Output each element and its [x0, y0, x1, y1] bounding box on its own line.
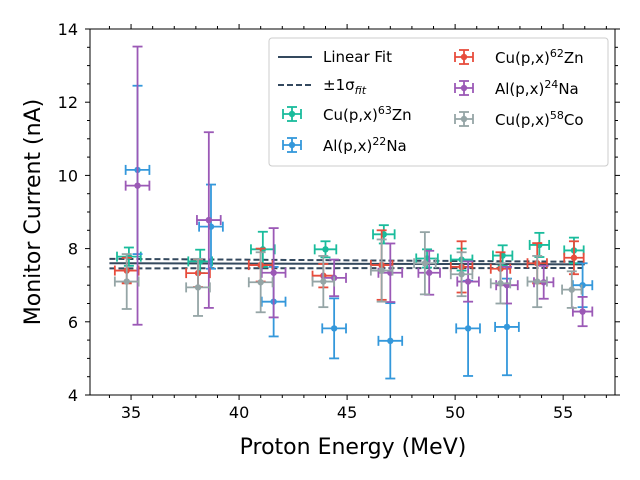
- legend-series-swatch: [454, 49, 474, 65]
- data-point: [196, 131, 222, 309]
- legend-label: Cu(p,x)62Zn: [495, 47, 584, 67]
- data-point: [372, 224, 396, 245]
- data-point-marker: [320, 278, 327, 285]
- data-point-marker: [579, 282, 586, 289]
- x-tick-label: 55: [553, 403, 573, 422]
- data-point: [413, 231, 437, 296]
- data-point-marker: [134, 182, 141, 189]
- x-tick-label: 50: [445, 403, 465, 422]
- data-point: [571, 262, 594, 309]
- y-axis-label: Monitor Current (nA): [21, 99, 46, 325]
- legend-marker: [454, 80, 474, 96]
- legend-marker: [282, 106, 302, 122]
- data-point-marker: [421, 260, 429, 267]
- data-point: [526, 255, 548, 309]
- data-point: [449, 251, 474, 298]
- y-tick-label: 14: [58, 20, 78, 39]
- legend-series-swatch: [454, 111, 474, 127]
- data-point-marker: [570, 254, 578, 261]
- data-point-marker: [460, 84, 468, 92]
- legend-label: Linear Fit: [323, 48, 392, 66]
- data-point-marker: [503, 323, 511, 331]
- y-tick-label: 6: [68, 313, 78, 332]
- legend-marker: [454, 111, 474, 127]
- data-point-marker: [330, 325, 338, 332]
- data-point-marker: [322, 246, 329, 253]
- axes: 35 40 45 50 55 4 6 8 10 12 14: [58, 20, 620, 422]
- data-point-marker: [464, 278, 472, 285]
- data-point: [563, 240, 585, 276]
- data-point: [247, 251, 274, 314]
- data-point: [321, 297, 347, 360]
- fit-band-upper-line: [109, 257, 585, 263]
- legend-marker: [454, 49, 474, 65]
- data-point-marker: [123, 278, 130, 285]
- data-point-marker: [387, 337, 394, 345]
- legend-series-swatch: [282, 137, 302, 153]
- legend-label: ±1σfit: [323, 76, 367, 97]
- data-point: [311, 255, 336, 309]
- x-tick-label: 35: [121, 403, 141, 422]
- data-point-marker: [378, 267, 385, 274]
- data-point: [561, 270, 583, 309]
- x-tick-label: 45: [337, 403, 357, 422]
- data-point-marker: [458, 271, 465, 278]
- data-point-marker: [579, 308, 586, 315]
- legend-box: [268, 37, 609, 167]
- data-point-marker: [497, 280, 504, 287]
- x-axis-label: Proton Energy (MeV): [240, 435, 467, 460]
- linear-fit-line: [109, 262, 585, 266]
- plot-area: [109, 45, 594, 380]
- y-tick-label: 12: [58, 93, 78, 112]
- y-tick-label: 10: [58, 166, 78, 185]
- data-point-marker: [568, 286, 575, 293]
- data-point-marker: [257, 279, 264, 286]
- legend-label: Al(p,x)22Na: [323, 135, 407, 155]
- data-point-marker: [194, 284, 202, 291]
- legend-marker: [282, 137, 302, 153]
- data-point-marker: [288, 141, 296, 149]
- data-point-marker: [270, 269, 277, 276]
- series-4: [113, 231, 583, 317]
- data-point-marker: [464, 325, 472, 332]
- data-point-marker: [460, 53, 468, 61]
- y-tick-label: 8: [68, 240, 78, 259]
- data-point: [260, 227, 287, 319]
- data-point-marker: [288, 110, 296, 118]
- legend-label: Cu(p,x)58Co: [495, 109, 584, 129]
- data-point: [377, 302, 404, 380]
- data-point: [113, 253, 140, 310]
- y-tick-label: 4: [68, 386, 78, 405]
- legend-series-swatch: [282, 106, 302, 122]
- data-point: [456, 260, 480, 303]
- data-point-marker: [425, 269, 433, 276]
- x-tick-label: 40: [229, 403, 249, 422]
- data-point: [124, 45, 151, 326]
- data-point-marker: [205, 216, 213, 224]
- legend: Linear Fit ±1σfit Cu(p,x)63Zn Al(p,x)22Na Cu…: [268, 37, 609, 167]
- data-point: [185, 257, 211, 317]
- legend-series-swatch: [454, 80, 474, 96]
- data-point-marker: [534, 278, 541, 285]
- data-point: [369, 238, 394, 303]
- legend-label: Al(p,x)24Na: [495, 78, 579, 98]
- data-point-marker: [460, 115, 468, 123]
- legend-label: Cu(p,x)63Zn: [323, 104, 412, 124]
- data-point: [489, 262, 512, 305]
- data-point: [313, 240, 338, 259]
